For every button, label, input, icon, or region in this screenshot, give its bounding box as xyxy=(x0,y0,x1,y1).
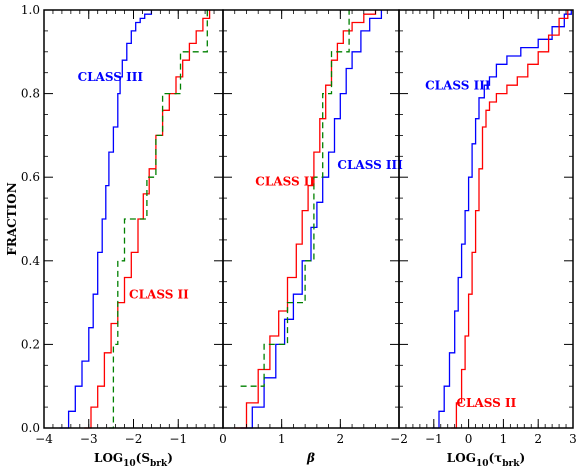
x-tick-label: 3 xyxy=(569,432,577,446)
cdf-line-3-1 xyxy=(432,10,572,429)
panel-2: 0 1 2 CLASS II CLASS III xyxy=(219,9,403,446)
x-axis-label-3: LOG10(τbrk) xyxy=(447,451,525,469)
x-tick-label: −3 xyxy=(80,432,98,446)
x-tick-label: −1 xyxy=(425,432,443,446)
x-tick-label: −1 xyxy=(169,432,187,446)
class-annotation-2-1: CLASS II xyxy=(255,175,315,189)
y-tick-label: 1.0 xyxy=(21,3,40,17)
x-tick-label: 2 xyxy=(337,432,345,446)
class-annotation-1-1: CLASS III xyxy=(78,70,144,84)
x-axis-label-2: β xyxy=(306,451,315,465)
y-axis-label: FRACTION xyxy=(5,182,19,255)
class-annotation-2-2: CLASS III xyxy=(337,158,403,172)
class-annotation-3-2: CLASS II xyxy=(456,396,516,410)
y-tick-label: 0.2 xyxy=(21,337,40,351)
x-tick-label: 0 xyxy=(219,432,227,446)
y-tick-label: 0.8 xyxy=(21,87,40,101)
panel-frame-2 xyxy=(222,9,400,429)
cdf-line-2-3 xyxy=(240,10,350,387)
cdf-line-3-2 xyxy=(451,10,569,429)
x-tick-label: −2 xyxy=(390,432,408,446)
x-tick-label: 2 xyxy=(534,432,542,446)
class-annotation-3-1: CLASS III xyxy=(425,78,491,92)
x-axis-label-1: LOG10(Sbrk) xyxy=(94,451,173,469)
x-tick-label: 1 xyxy=(278,432,286,446)
cdf-line-2-1 xyxy=(240,10,383,429)
cdf-line-1-3 xyxy=(108,10,208,429)
cdf-line-1-1 xyxy=(59,10,153,429)
cdf-line-2-2 xyxy=(234,10,377,429)
panel-3: −2 −1 0 1 2 3 CLASS III CLASS II xyxy=(390,9,577,446)
x-tick-label: 1 xyxy=(500,432,508,446)
y-tick-label: 0.6 xyxy=(21,170,40,184)
y-tick-label: 0.4 xyxy=(21,254,40,268)
class-annotation-1-2: CLASS II xyxy=(129,287,189,301)
panel-frame-3 xyxy=(398,9,574,429)
x-tick-label: −2 xyxy=(125,432,143,446)
x-tick-label: 0 xyxy=(465,432,473,446)
panel-1: −4 −3 −2 −1 0.0 0.2 0.4 0.6 0.8 1.0 CLASS III CLASS… xyxy=(21,3,224,446)
x-tick-label: −4 xyxy=(35,432,53,446)
y-tick-label: 0.0 xyxy=(21,421,40,435)
cdf-line-1-2 xyxy=(84,10,211,429)
